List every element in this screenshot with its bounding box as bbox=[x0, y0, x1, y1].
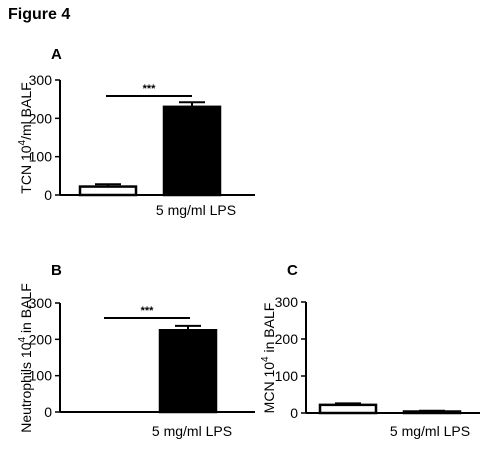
panel-c-y-tick-label: 200 bbox=[275, 331, 299, 347]
figure-title: Figure 4 bbox=[8, 6, 71, 23]
panel-c-letter: C bbox=[287, 262, 298, 279]
panel-b-bar-2 bbox=[158, 329, 218, 414]
panel-b-significance-stars: *** bbox=[141, 305, 155, 317]
panel-c-y-axis-label: MCN 104 in BALF bbox=[260, 303, 277, 414]
panel-c-y-tick-label: 0 bbox=[290, 405, 298, 421]
panel-b-y-tick-label: 100 bbox=[29, 368, 53, 384]
panel-a-letter: A bbox=[51, 46, 62, 63]
panel-a-significance-stars: *** bbox=[143, 83, 157, 95]
panel-b-letter: B bbox=[51, 262, 62, 279]
panel-b-y-tick-label: 0 bbox=[44, 404, 52, 420]
panel-a-y-axis-label: TCN 104/ml BALF bbox=[17, 82, 34, 193]
panel-a-y-tick-label: 200 bbox=[29, 110, 53, 126]
panel-b-y-tick-label: 200 bbox=[29, 331, 53, 347]
panel-a-y-tick-label: 0 bbox=[44, 187, 52, 203]
panel-a-y-tick-label: 300 bbox=[29, 72, 53, 88]
panel-c-bar-1 bbox=[318, 403, 378, 415]
panel-b-y-tick-label: 300 bbox=[29, 295, 53, 311]
panel-b-y-axis-label: Neutrophils 104 in BALF bbox=[17, 283, 34, 433]
panel-c-y-tick-label: 100 bbox=[275, 368, 299, 384]
panel-b-category-label: 5 mg/ml LPS bbox=[152, 423, 232, 439]
panel-a-y-tick-label: 100 bbox=[29, 149, 53, 165]
panel-c-y-tick-label: 300 bbox=[275, 294, 299, 310]
panel-a-category-label: 5 mg/ml LPS bbox=[156, 202, 236, 218]
panel-c-category-label: 5 mg/ml LPS bbox=[390, 423, 470, 439]
